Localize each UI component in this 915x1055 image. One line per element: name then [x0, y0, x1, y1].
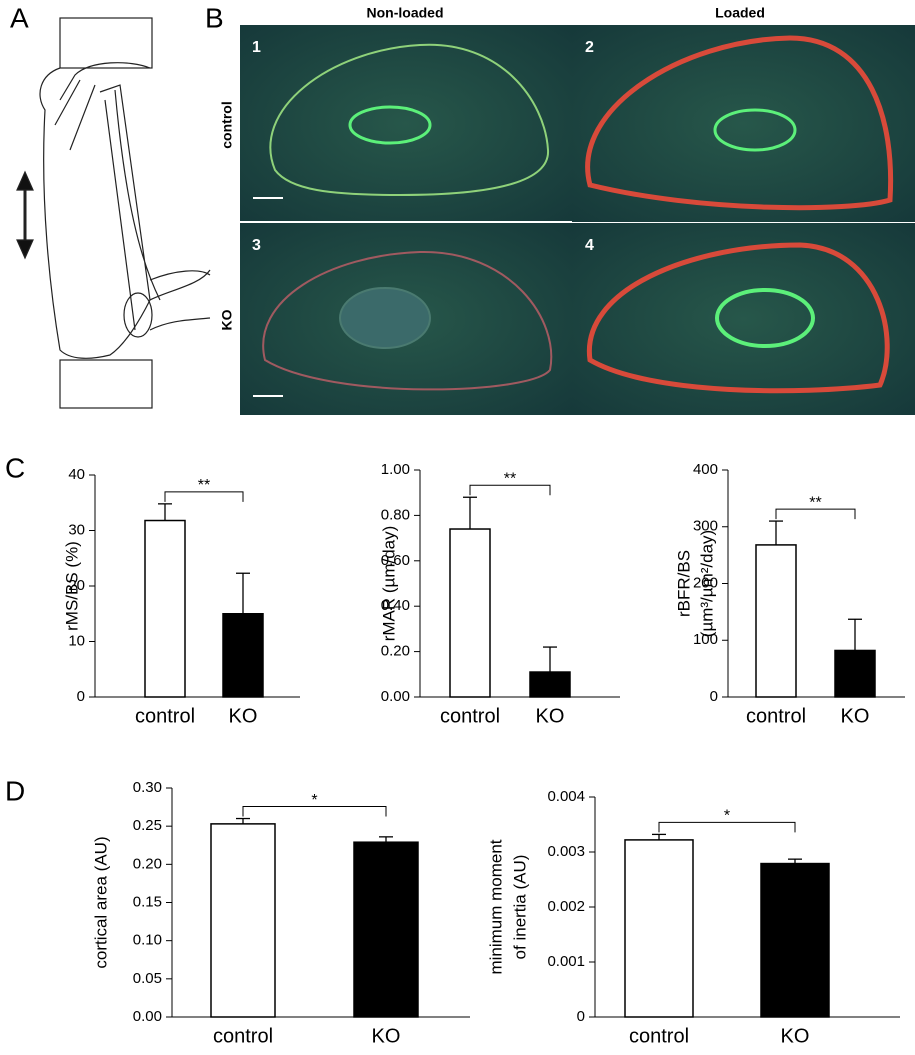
y-axis-label: of inertia (AU)	[510, 855, 529, 960]
x-tick-label: KO	[781, 1025, 810, 1047]
bar	[624, 839, 694, 1018]
loading-diagram	[16, 17, 211, 409]
x-tick-label: KO	[536, 705, 565, 727]
x-tick-label: control	[629, 1025, 689, 1047]
y-tick-label: 0.004	[547, 788, 585, 805]
x-tick-label: control	[135, 705, 195, 727]
image-number: 2	[585, 39, 594, 56]
y-tick-label: 1.00	[381, 461, 410, 478]
significance-bracket	[658, 821, 796, 833]
y-axis-label: (µm³/µm²/day)	[697, 530, 716, 637]
y-tick-label: 0.00	[133, 1008, 162, 1025]
y-axis-label: rBFR/BS	[674, 550, 693, 617]
y-tick-label: 0.80	[381, 506, 410, 523]
bar	[529, 671, 571, 698]
significance-bracket	[164, 491, 244, 502]
x-tick-label: control	[213, 1025, 273, 1047]
column-title: Non-loaded	[367, 5, 444, 21]
y-tick-label: 300	[693, 518, 718, 535]
bar	[760, 862, 830, 1018]
y-tick-label: 0	[577, 1008, 585, 1025]
y-axis-label: rMS/BS (%)	[62, 541, 81, 631]
micrographs	[240, 25, 915, 415]
significance-label: **	[504, 470, 516, 487]
bar	[449, 528, 491, 698]
y-axis-label: cortical area (AU)	[91, 836, 110, 968]
significance-bracket	[775, 508, 856, 520]
y-tick-label: 0.60	[381, 552, 410, 569]
y-tick-label: 40	[68, 466, 85, 483]
image-number: 1	[252, 39, 261, 56]
bar	[144, 519, 186, 698]
panel-label: A	[10, 2, 29, 33]
y-tick-label: 0	[710, 688, 718, 705]
x-tick-label: KO	[229, 705, 258, 727]
panel-label: D	[5, 775, 25, 806]
y-tick-label: 400	[693, 461, 718, 478]
y-tick-label: 0.00	[381, 688, 410, 705]
significance-label: **	[198, 477, 210, 494]
panel-label: B	[205, 2, 224, 33]
bar	[353, 841, 419, 1018]
image-number: 3	[252, 237, 261, 254]
y-tick-label: 0.002	[547, 898, 585, 915]
bar	[222, 613, 264, 698]
y-tick-label: 0.05	[133, 970, 162, 987]
row-label: control	[219, 101, 235, 148]
row-label: KO	[219, 309, 235, 330]
y-axis-label: minimum moment	[486, 839, 505, 974]
significance-bracket	[469, 484, 551, 496]
panel-label: C	[5, 452, 25, 483]
y-tick-label: 0.20	[381, 643, 410, 660]
x-tick-label: control	[746, 705, 806, 727]
y-tick-label: 20	[68, 577, 85, 594]
bar	[210, 823, 276, 1018]
y-axis-label: rMAR (µm/day)	[379, 526, 398, 642]
y-tick-label: 100	[693, 631, 718, 648]
y-tick-label: 0.20	[133, 855, 162, 872]
x-tick-label: KO	[841, 705, 870, 727]
column-title: Loaded	[715, 5, 765, 21]
x-tick-label: control	[440, 705, 500, 727]
y-tick-label: 0.10	[133, 932, 162, 949]
image-number: 4	[585, 237, 594, 254]
significance-label: **	[809, 494, 821, 511]
significance-bracket	[242, 806, 387, 817]
y-tick-label: 10	[68, 632, 85, 649]
bar	[834, 649, 876, 698]
y-tick-label: 0.001	[547, 953, 585, 970]
significance-label: *	[724, 808, 730, 825]
y-tick-label: 200	[693, 574, 718, 591]
significance-label: *	[311, 792, 317, 809]
y-tick-label: 0	[77, 688, 85, 705]
y-tick-label: 0.25	[133, 817, 162, 834]
x-tick-label: KO	[372, 1025, 401, 1047]
bar	[755, 544, 797, 698]
y-tick-label: 0.003	[547, 843, 585, 860]
y-tick-label: 0.30	[133, 779, 162, 796]
y-tick-label: 0.15	[133, 893, 162, 910]
y-tick-label: 0.40	[381, 597, 410, 614]
y-tick-label: 30	[68, 521, 85, 538]
